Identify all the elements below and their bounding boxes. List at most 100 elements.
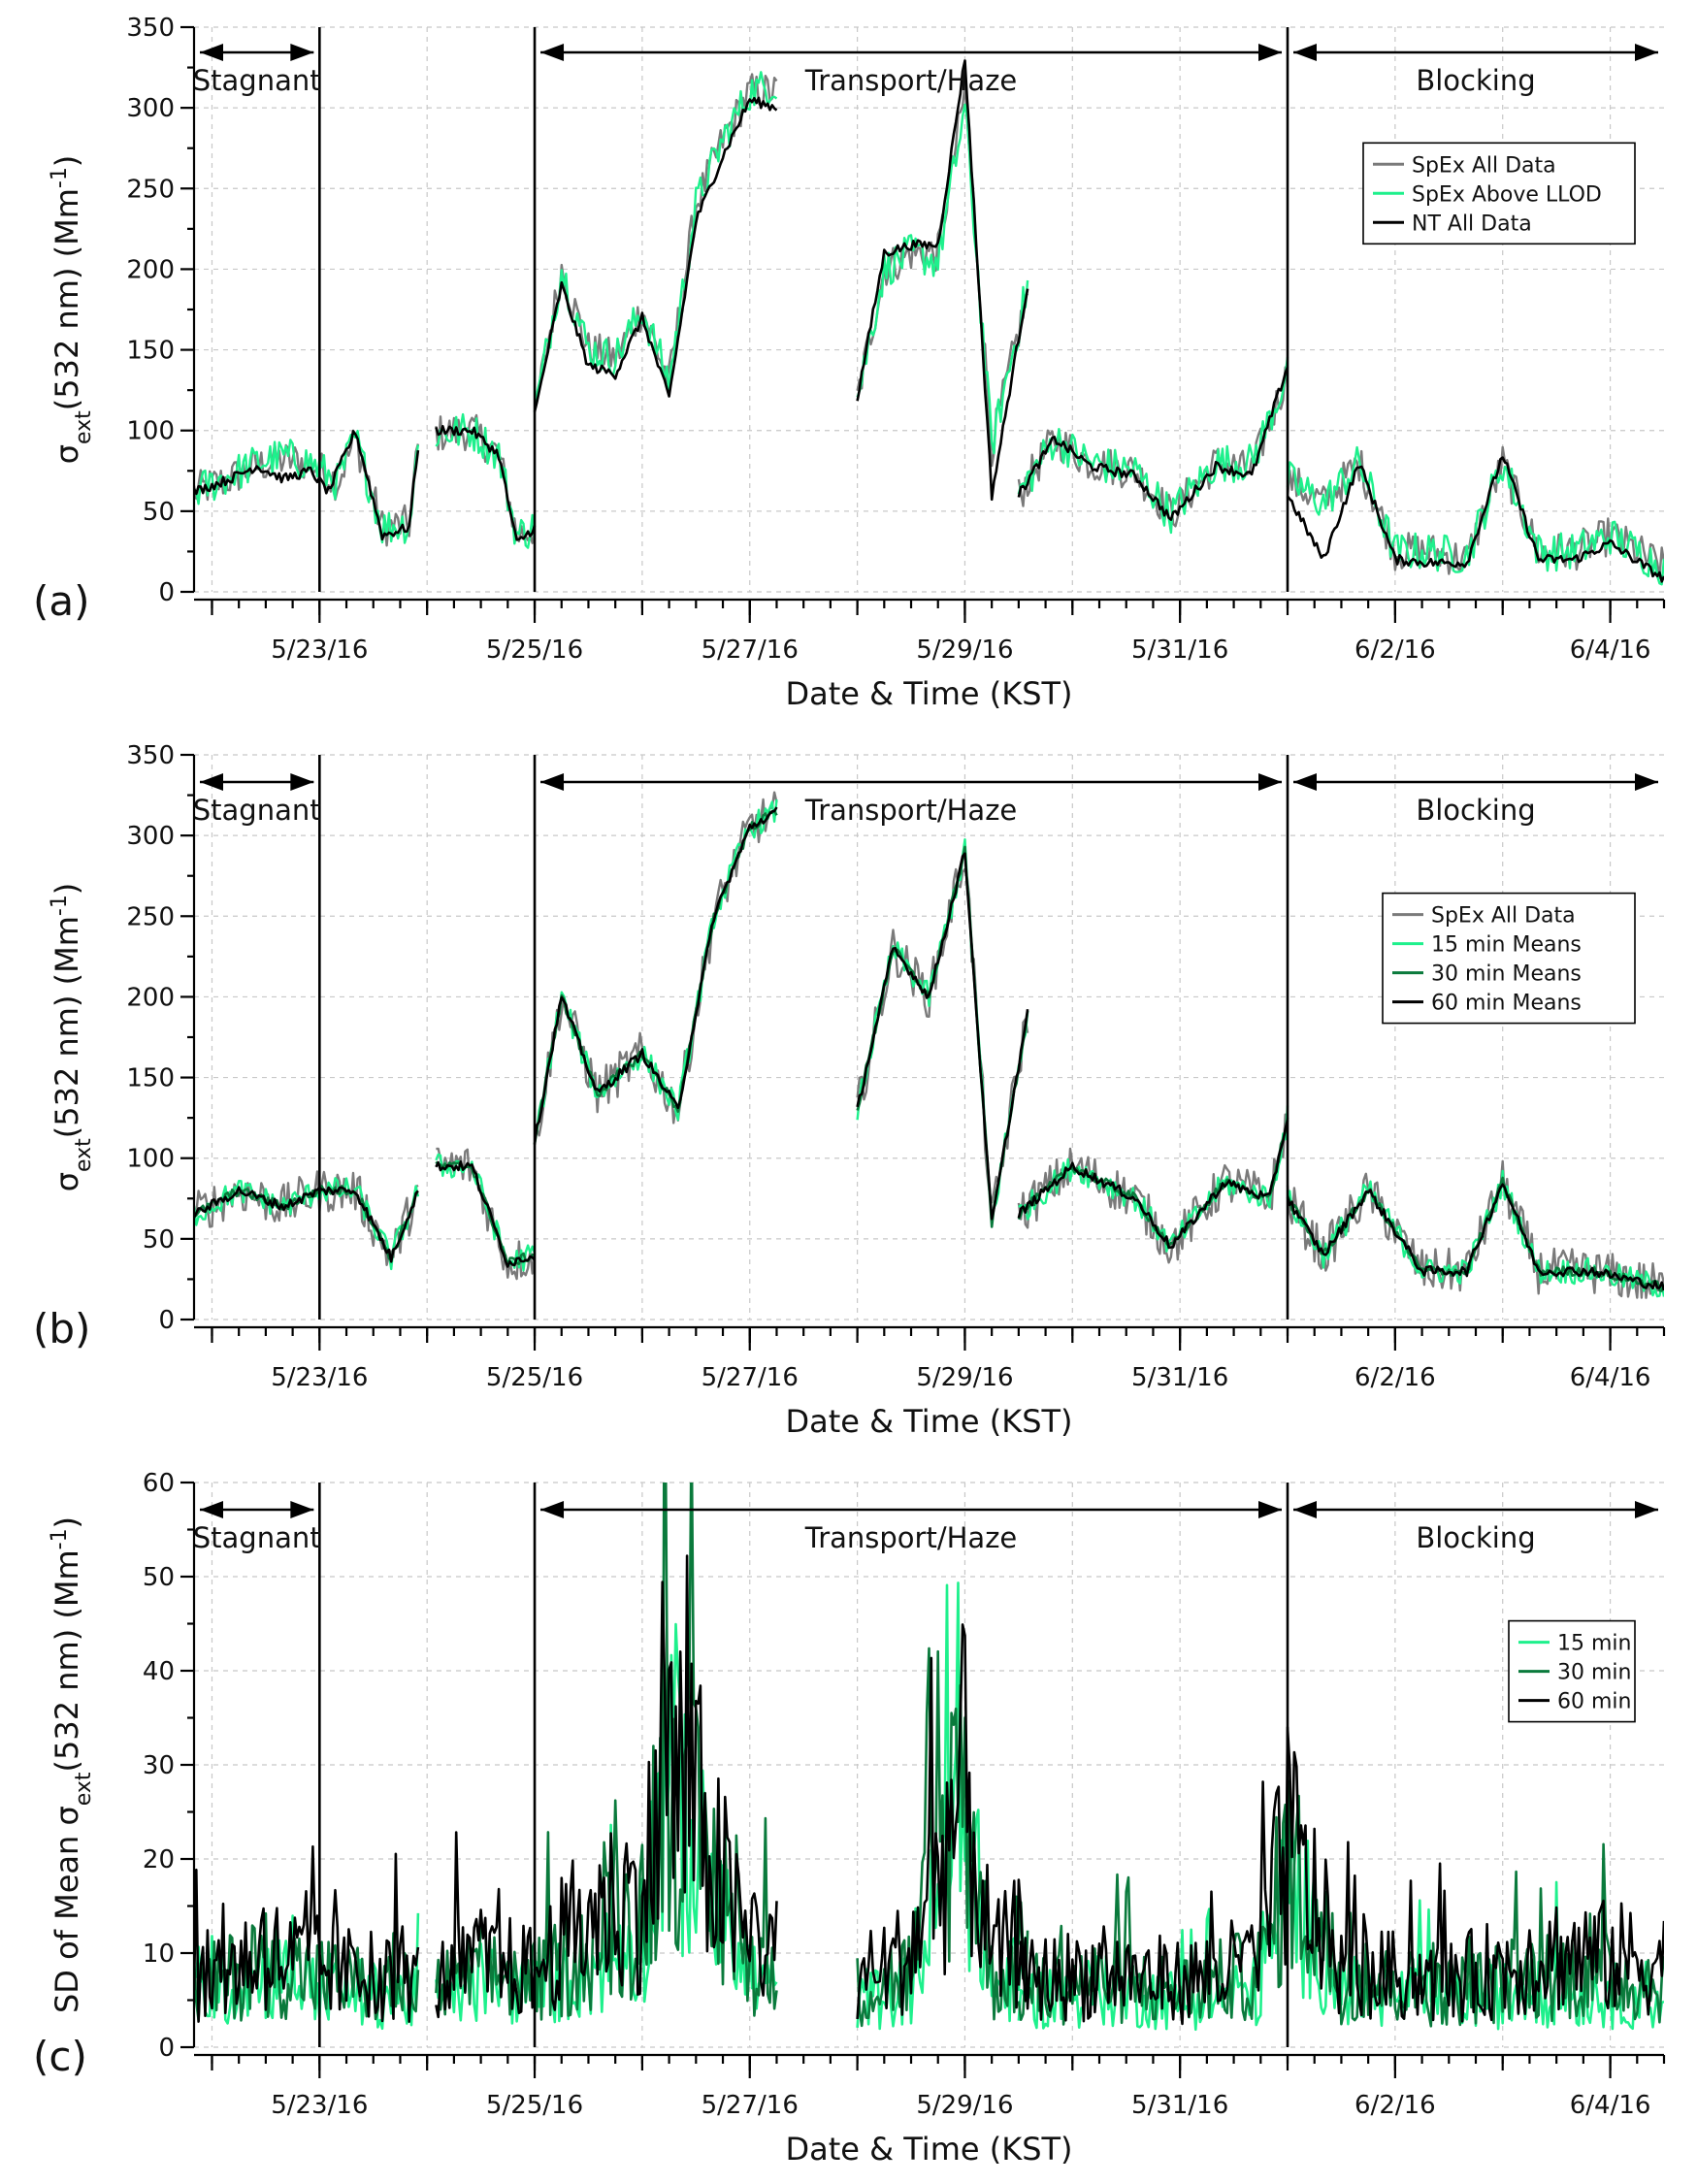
legend-entry: 30 min Means [1431, 962, 1582, 987]
series-line-15-min-means-0 [194, 1177, 420, 1271]
y-tick-label: 300 [126, 822, 175, 851]
series-line-60-min-means-1 [435, 1160, 536, 1268]
regime-label: Stagnant [193, 1521, 321, 1554]
legend-entry: SpEx All Data [1431, 904, 1576, 929]
series-line-60-min-means-2 [533, 806, 778, 1145]
y-tick-label: 50 [143, 1563, 175, 1592]
x-axis-title: Date & Time (KST) [785, 2131, 1072, 2168]
panel-label: (c) [33, 2033, 87, 2080]
legend: SpEx All Data SpEx Above LLOD NT All Data [1362, 142, 1636, 245]
y-tick-label: 100 [126, 417, 175, 446]
x-tick-label: 5/29/16 [916, 2091, 1013, 2120]
y-axis-title: SD of Mean σext(532 nm) (Mm-1) [48, 1516, 96, 2013]
series-line-60-min-means-5 [1286, 1183, 1664, 1291]
regime-label: Stagnant [193, 64, 321, 97]
series-line-15-min-means-5 [1286, 1169, 1664, 1298]
arrow-head-left [1293, 1501, 1318, 1518]
x-tick-label: 5/25/16 [486, 636, 583, 665]
arrow-head-right [290, 44, 314, 61]
y-tick-label: 300 [126, 94, 175, 123]
legend: SpEx All Data 15 min Means 30 min Means 60 … [1382, 892, 1636, 1025]
regime-dividers [318, 27, 1289, 592]
panel-label: (a) [33, 577, 90, 625]
gridlines [194, 754, 1664, 1320]
regime-transport-haze: Transport/Haze [540, 773, 1283, 827]
arrow-head-left [1293, 773, 1318, 791]
y-tick-label: 350 [126, 741, 175, 770]
legend-box [1362, 142, 1636, 245]
regime-dividers [318, 755, 1289, 1320]
x-tick-label: 5/27/16 [702, 1363, 799, 1392]
legend-entry: 60 min [1557, 1690, 1631, 1714]
regime-label: Stagnant [193, 794, 321, 827]
series-line-30-min-means-3 [856, 845, 1029, 1228]
legend-box [1382, 892, 1636, 1025]
panel-label: (b) [33, 1305, 90, 1353]
legend-entry: SpEx All Data [1412, 153, 1556, 178]
axes: 0 50 100 150 200 250 300 350 5/23/16 5/25/16 5/27/… [126, 14, 1666, 665]
series-line-spex-all-data-5 [1286, 445, 1664, 579]
legend: 15 min 30 min 60 min [1508, 1619, 1636, 1723]
legend-entry: 30 min [1557, 1661, 1631, 1685]
series-line-30-min-means-2 [533, 809, 778, 1145]
arrow-head-right [1258, 44, 1283, 61]
x-tick-label: 5/25/16 [486, 1363, 583, 1392]
regime-dividers [318, 1483, 1289, 2047]
series-line-spex-above-llod-1 [435, 412, 537, 549]
x-tick-label: 5/23/16 [271, 1363, 368, 1392]
series-group [194, 1483, 1664, 2032]
y-tick-label: 250 [126, 175, 175, 204]
y-axis-title: σext(532 nm) (Mm-1) [48, 883, 96, 1192]
series-line-nt-all-data-1 [435, 424, 537, 541]
regime-label: Transport/Haze [804, 794, 1018, 827]
series-line-60-min-means-0 [194, 1186, 419, 1263]
series-line-60-min-2 [856, 1623, 1029, 2020]
series-line-60-min-means-3 [856, 852, 1029, 1221]
y-tick-label: 30 [143, 1751, 175, 1780]
arrow-head-left [200, 773, 223, 791]
series-line-spex-above-llod-3 [856, 103, 1029, 455]
regime-blocking: Blocking [1293, 44, 1658, 97]
panel-2: Stagnant Transport/Haze Blocking 0 50 100 150 2… [33, 741, 1666, 1440]
y-tick-label: 60 [143, 1469, 175, 1498]
y-tick-label: 350 [126, 14, 175, 43]
x-tick-label: 5/23/16 [271, 2091, 368, 2120]
panel-1: Stagnant Transport/Haze Blocking 0 50 100 150 2… [33, 14, 1666, 712]
series-line-nt-all-data-5 [1286, 456, 1664, 583]
y-tick-label: 200 [126, 983, 175, 1012]
x-tick-label: 6/4/16 [1570, 1363, 1651, 1392]
arrow-head-right [1635, 1501, 1658, 1518]
regime-transport-haze: Transport/Haze [540, 44, 1283, 97]
x-tick-label: 5/23/16 [271, 636, 368, 665]
series-line-30-min-3 [1017, 1779, 1664, 2028]
y-tick-label: 0 [158, 2034, 175, 2063]
regime-label: Transport/Haze [804, 1521, 1018, 1554]
series-line-nt-all-data-0 [194, 430, 420, 541]
gridlines [194, 26, 1664, 593]
series-line-spex-all-data-2 [534, 791, 778, 1137]
axes: 0 50 100 150 200 250 300 350 5/23/16 5/25/16 5/27/… [126, 741, 1666, 1392]
series-line-spex-all-data-4 [1017, 366, 1289, 528]
regime-blocking: Blocking [1293, 1501, 1658, 1554]
legend-entry: 15 min Means [1431, 933, 1582, 958]
x-tick-label: 5/29/16 [916, 1363, 1013, 1392]
arrow-head-left [540, 44, 565, 61]
arrow-head-left [200, 1501, 223, 1518]
y-tick-label: 100 [126, 1145, 175, 1174]
arrow-head-right [290, 773, 314, 791]
legend-entry: NT All Data [1412, 212, 1532, 236]
x-axis-title: Date & Time (KST) [785, 675, 1072, 712]
regime-transport-haze: Transport/Haze [540, 1501, 1283, 1554]
y-tick-label: 50 [143, 1225, 175, 1255]
arrow-head-left [1293, 44, 1318, 61]
series-line-nt-all-data-4 [1017, 366, 1289, 522]
series-line-nt-all-data-2 [533, 96, 778, 412]
x-tick-label: 5/25/16 [486, 2091, 583, 2120]
x-tick-label: 5/31/16 [1131, 636, 1228, 665]
series-line-spex-above-llod-4 [1017, 356, 1289, 535]
y-tick-label: 250 [126, 902, 175, 931]
regime-stagnant: Stagnant [193, 44, 321, 97]
x-tick-label: 5/27/16 [702, 636, 799, 665]
arrow-head-right [1258, 773, 1283, 791]
series-line-30-min-means-1 [435, 1160, 536, 1268]
